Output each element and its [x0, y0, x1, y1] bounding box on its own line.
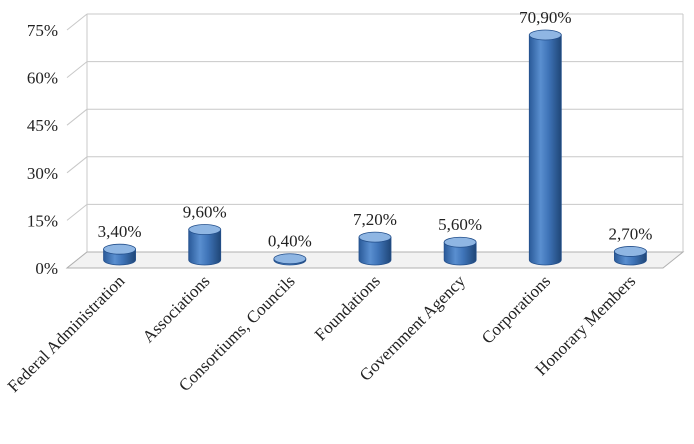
- bar-top: [188, 224, 222, 235]
- data-label: 70,90%: [519, 8, 571, 27]
- bar-body: [528, 34, 562, 266]
- bars: [103, 29, 647, 266]
- data-label: 5,60%: [438, 215, 482, 234]
- data-label: 3,40%: [98, 222, 142, 241]
- bar: [358, 231, 392, 266]
- bar-top: [614, 246, 647, 257]
- data-label: 9,60%: [183, 203, 227, 222]
- bar-top: [443, 236, 477, 248]
- bar: [443, 236, 477, 266]
- y-tick-label: 45%: [27, 116, 58, 135]
- gridline-side: [66, 61, 88, 78]
- gridline-side: [66, 156, 88, 174]
- y-tick-label: 15%: [27, 211, 58, 230]
- y-axis-ticks: 0% 15% 30% 45% 60% 75%: [27, 21, 58, 278]
- gridlines: [66, 13, 684, 269]
- y-tick-label: 30%: [27, 164, 58, 183]
- gridline-side: [66, 13, 88, 31]
- data-labels: 3,40% 9,60% 0,40% 7,20% 5,60% 70,90% 2,70%: [98, 8, 653, 251]
- x-category-label: Associations: [139, 271, 214, 346]
- bar: [528, 29, 562, 266]
- x-category-label: Federal Administration: [4, 271, 129, 396]
- bar: [273, 253, 307, 266]
- bar-top: [273, 253, 307, 265]
- bar-body: [188, 229, 222, 266]
- bar: [188, 224, 222, 266]
- bar-top: [528, 29, 562, 41]
- x-axis-labels: Federal Administration AssociationsConsor…: [4, 271, 639, 396]
- bar-body: [443, 241, 477, 266]
- bar-top: [103, 243, 136, 255]
- x-category-label: Foundations: [311, 271, 384, 344]
- gridline-side: [66, 204, 88, 221]
- y-tick-label: 0%: [35, 259, 58, 278]
- x-category-label: Corporations: [478, 271, 554, 347]
- bar: [103, 243, 136, 266]
- bar-top: [358, 231, 392, 243]
- data-label: 0,40%: [268, 232, 312, 251]
- y-tick-label: 60%: [27, 69, 58, 88]
- data-label: 7,20%: [353, 210, 397, 229]
- y-tick-label: 75%: [27, 21, 58, 40]
- data-label: 2,70%: [608, 224, 652, 243]
- bar-body: [358, 236, 392, 266]
- bar: [614, 246, 647, 266]
- gridline-side: [66, 108, 88, 126]
